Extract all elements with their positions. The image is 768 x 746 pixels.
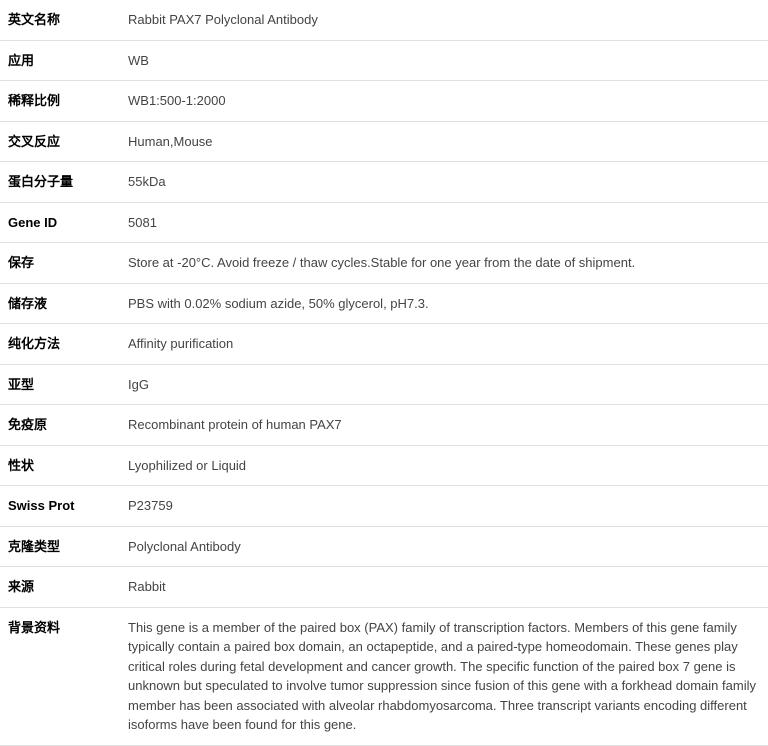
table-row: 性状Lyophilized or Liquid	[0, 445, 768, 486]
table-row: 英文名称Rabbit PAX7 Polyclonal Antibody	[0, 0, 768, 40]
row-value: WB1:500-1:2000	[120, 81, 768, 122]
row-value: 5081	[120, 202, 768, 243]
table-row: 稀释比例WB1:500-1:2000	[0, 81, 768, 122]
row-label: 英文名称	[0, 0, 120, 40]
row-label: 稀释比例	[0, 81, 120, 122]
row-label: Gene ID	[0, 202, 120, 243]
row-label: 亚型	[0, 364, 120, 405]
row-value: Rabbit PAX7 Polyclonal Antibody	[120, 0, 768, 40]
row-label: 纯化方法	[0, 324, 120, 365]
row-value: 55kDa	[120, 162, 768, 203]
table-row: 应用WB	[0, 40, 768, 81]
table-row: 保存Store at -20°C. Avoid freeze / thaw cy…	[0, 243, 768, 284]
row-value: Rabbit	[120, 567, 768, 608]
table-row: 来源Rabbit	[0, 567, 768, 608]
row-label: Swiss Prot	[0, 486, 120, 527]
row-label: 蛋白分子量	[0, 162, 120, 203]
row-label: 克隆类型	[0, 526, 120, 567]
row-label: 性状	[0, 445, 120, 486]
row-label: 免疫原	[0, 405, 120, 446]
row-value: Recombinant protein of human PAX7	[120, 405, 768, 446]
row-value: WB	[120, 40, 768, 81]
table-row: 背景资料This gene is a member of the paired …	[0, 607, 768, 745]
spec-table-body: 英文名称Rabbit PAX7 Polyclonal Antibody 应用WB…	[0, 0, 768, 745]
table-row: 亚型IgG	[0, 364, 768, 405]
row-value: Store at -20°C. Avoid freeze / thaw cycl…	[120, 243, 768, 284]
row-label: 背景资料	[0, 607, 120, 745]
row-label: 交叉反应	[0, 121, 120, 162]
row-label: 应用	[0, 40, 120, 81]
row-value: Affinity purification	[120, 324, 768, 365]
table-row: 蛋白分子量55kDa	[0, 162, 768, 203]
table-row: Swiss ProtP23759	[0, 486, 768, 527]
table-row: 纯化方法Affinity purification	[0, 324, 768, 365]
row-value: Polyclonal Antibody	[120, 526, 768, 567]
table-row: Gene ID5081	[0, 202, 768, 243]
row-value: IgG	[120, 364, 768, 405]
row-value: Lyophilized or Liquid	[120, 445, 768, 486]
row-value: P23759	[120, 486, 768, 527]
table-row: 克隆类型Polyclonal Antibody	[0, 526, 768, 567]
table-row: 交叉反应Human,Mouse	[0, 121, 768, 162]
row-label: 来源	[0, 567, 120, 608]
table-row: 储存液PBS with 0.02% sodium azide, 50% glyc…	[0, 283, 768, 324]
row-label: 储存液	[0, 283, 120, 324]
row-label: 保存	[0, 243, 120, 284]
row-value: This gene is a member of the paired box …	[120, 607, 768, 745]
row-value: Human,Mouse	[120, 121, 768, 162]
spec-table: 英文名称Rabbit PAX7 Polyclonal Antibody 应用WB…	[0, 0, 768, 746]
table-row: 免疫原Recombinant protein of human PAX7	[0, 405, 768, 446]
row-value: PBS with 0.02% sodium azide, 50% glycero…	[120, 283, 768, 324]
